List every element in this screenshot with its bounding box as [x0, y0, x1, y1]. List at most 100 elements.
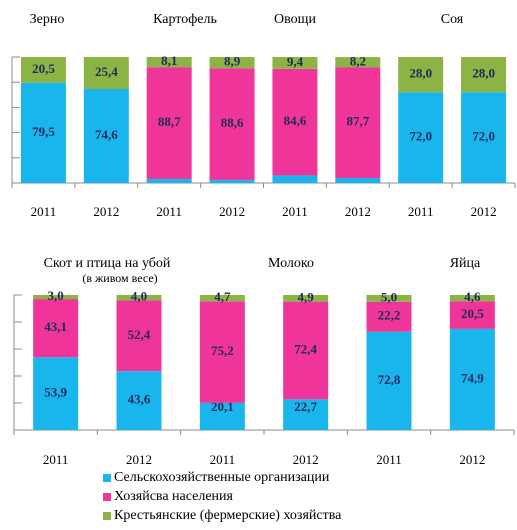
value-label: 72,0	[409, 129, 432, 144]
bar-segment	[116, 295, 162, 301]
value-label: 88,6	[221, 115, 244, 130]
value-label: 75,2	[211, 343, 234, 358]
value-label: 25,4	[95, 64, 118, 79]
x-tick-label: 2011	[210, 452, 236, 467]
value-label: 28,0	[409, 66, 432, 81]
bar-segment	[146, 178, 192, 183]
value-label: 84,6	[284, 113, 307, 128]
legend-label: Крестьянские (фермерские) хозяйства	[114, 508, 342, 523]
x-tick-label: 2011	[408, 204, 434, 219]
value-label: 72,0	[472, 129, 495, 144]
value-label: 4,9	[298, 289, 315, 304]
bar-segment	[146, 67, 192, 179]
x-tick-label: 2011	[376, 452, 402, 467]
x-tick-label: 2011	[282, 204, 308, 219]
x-tick-label: 2012	[93, 204, 119, 219]
x-tick-label: 2012	[471, 204, 497, 219]
value-label: 88,7	[158, 114, 181, 129]
bar-segment	[33, 357, 79, 430]
value-label: 43,1	[44, 319, 67, 334]
bar-segment	[116, 371, 162, 430]
x-tick-label: 2011	[43, 452, 69, 467]
value-label: 20,5	[32, 61, 55, 76]
bar-segment	[83, 57, 129, 90]
bar-segment	[272, 57, 318, 69]
value-label: 52,4	[128, 327, 151, 342]
value-label: 8,2	[350, 53, 366, 68]
value-label: 28,0	[472, 66, 495, 81]
bar-segment	[116, 300, 162, 372]
value-label: 20,5	[461, 306, 484, 321]
value-label: 72,8	[378, 372, 401, 387]
bar-segment	[146, 57, 192, 68]
x-tick-label: 2011	[31, 204, 57, 219]
value-label: 79,5	[32, 124, 55, 139]
x-tick-label: 2012	[293, 452, 319, 467]
group-label: Зерно	[30, 12, 65, 27]
group-label: Картофель	[153, 12, 217, 27]
bar-segment	[199, 295, 245, 302]
x-tick-label: 2012	[459, 452, 485, 467]
bar-segment	[335, 67, 381, 178]
bar-segment	[20, 57, 66, 83]
value-label: 74,6	[95, 127, 118, 142]
bar-segment	[272, 175, 318, 183]
value-label: 4,6	[464, 289, 481, 304]
bar-segment	[335, 177, 381, 183]
bar-segment	[209, 57, 255, 69]
bar-segment	[449, 295, 495, 302]
x-tick-label: 2011	[156, 204, 182, 219]
bar-segment	[20, 82, 66, 183]
bar-segment	[449, 328, 495, 430]
legend-label: Сельскохозяйственные организации	[114, 470, 330, 485]
legend-swatch	[103, 474, 111, 482]
group-label: Овощи	[274, 12, 316, 27]
bar-segment	[283, 301, 329, 400]
bar-segment	[283, 295, 329, 302]
value-label: 22,2	[378, 308, 401, 323]
value-label: 4,0	[131, 289, 147, 304]
bar-segment	[199, 402, 245, 430]
bar-segment	[461, 92, 507, 183]
group-label: Яйца	[450, 256, 481, 271]
value-label: 87,7	[346, 114, 369, 129]
value-label: 3,0	[48, 288, 64, 303]
value-label: 74,9	[461, 370, 484, 385]
x-tick-label: 2012	[219, 204, 245, 219]
bar-segment	[461, 57, 507, 93]
bar-segment	[33, 299, 79, 358]
bar-segment	[398, 57, 444, 93]
value-label: 53,9	[44, 385, 67, 400]
bar-segment	[209, 68, 255, 180]
legend-label: Хозяйсва населения	[114, 489, 234, 504]
x-tick-label: 2012	[345, 204, 371, 219]
bar-segment	[335, 57, 381, 68]
bar-segment	[366, 295, 412, 302]
legend-swatch	[103, 493, 111, 501]
bar-segment	[366, 331, 412, 430]
value-label: 22,7	[294, 399, 317, 414]
bar-segment	[398, 92, 444, 183]
bar-segment	[283, 399, 329, 430]
bar-segment	[366, 301, 412, 332]
value-label: 9,4	[287, 54, 304, 69]
bar-segment	[83, 89, 129, 183]
value-label: 72,4	[294, 341, 317, 356]
value-label: 4,7	[214, 289, 231, 304]
group-label: Скот и птица на убой	[44, 256, 171, 271]
bar-segment	[33, 295, 79, 300]
annotation: (в живом весе)	[82, 271, 157, 285]
value-label: 5,0	[381, 289, 397, 304]
x-tick-label: 2012	[126, 452, 152, 467]
bar-segment	[199, 301, 245, 403]
value-label: 43,6	[128, 392, 151, 407]
bar-segment	[449, 301, 495, 329]
value-label: 8,9	[224, 54, 241, 69]
group-label: Соя	[441, 12, 464, 27]
value-label: 8,1	[161, 53, 177, 68]
legend-swatch	[103, 512, 111, 520]
bar-segment	[272, 68, 318, 176]
group-label: Молоко	[268, 256, 314, 271]
bar-segment	[209, 179, 255, 183]
